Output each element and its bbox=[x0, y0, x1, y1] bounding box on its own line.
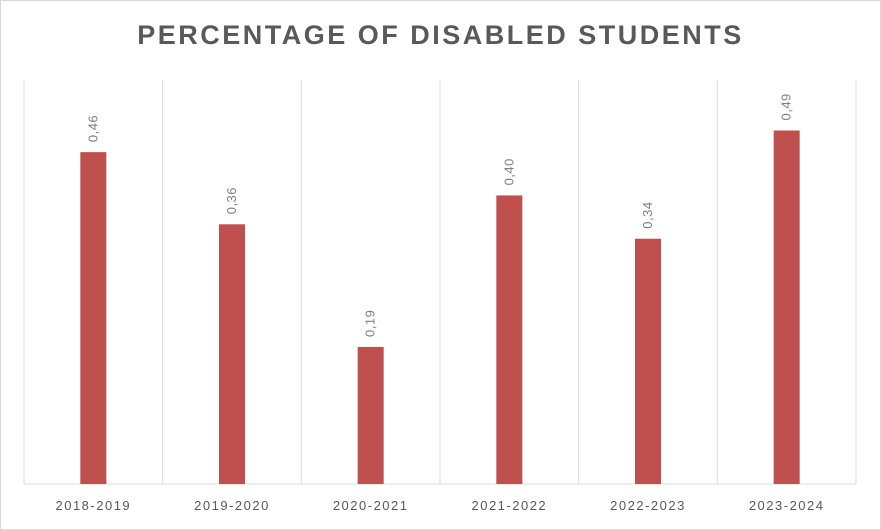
x-tick-2022-2023: 2022-2023 bbox=[610, 498, 686, 513]
bar-2022-2023 bbox=[635, 238, 661, 484]
bar-2021-2022 bbox=[496, 195, 523, 484]
data-labels: 0,46 0,36 0,19 0,40 0,34 0,49 bbox=[85, 93, 793, 337]
chart-title: PERCENTAGE OF DISABLED STUDENTS bbox=[137, 20, 744, 50]
x-axis-ticks: 2018-2019 2019-2020 2020-2021 2021-2022 2022… bbox=[55, 498, 825, 513]
bar-2023-2024 bbox=[773, 130, 800, 484]
x-tick-2020-2021: 2020-2021 bbox=[333, 498, 409, 513]
data-label-2018-2019: 0,46 bbox=[85, 115, 100, 142]
x-tick-2021-2022: 2021-2022 bbox=[471, 498, 547, 513]
data-label-2019-2020: 0,36 bbox=[224, 187, 239, 214]
bar-2018-2019 bbox=[80, 152, 107, 484]
x-tick-2023-2024: 2023-2024 bbox=[749, 498, 825, 513]
bar-2020-2021 bbox=[357, 346, 384, 484]
x-tick-2018-2019: 2018-2019 bbox=[55, 498, 131, 513]
bar-2019-2020 bbox=[219, 224, 245, 485]
data-label-2022-2023: 0,34 bbox=[640, 201, 655, 228]
gridlines bbox=[23, 80, 857, 485]
bars bbox=[80, 130, 800, 485]
data-label-2021-2022: 0,40 bbox=[501, 158, 516, 185]
data-label-2020-2021: 0,19 bbox=[363, 310, 378, 337]
x-tick-2019-2020: 2019-2020 bbox=[194, 498, 270, 513]
data-label-2023-2024: 0,49 bbox=[779, 93, 794, 120]
